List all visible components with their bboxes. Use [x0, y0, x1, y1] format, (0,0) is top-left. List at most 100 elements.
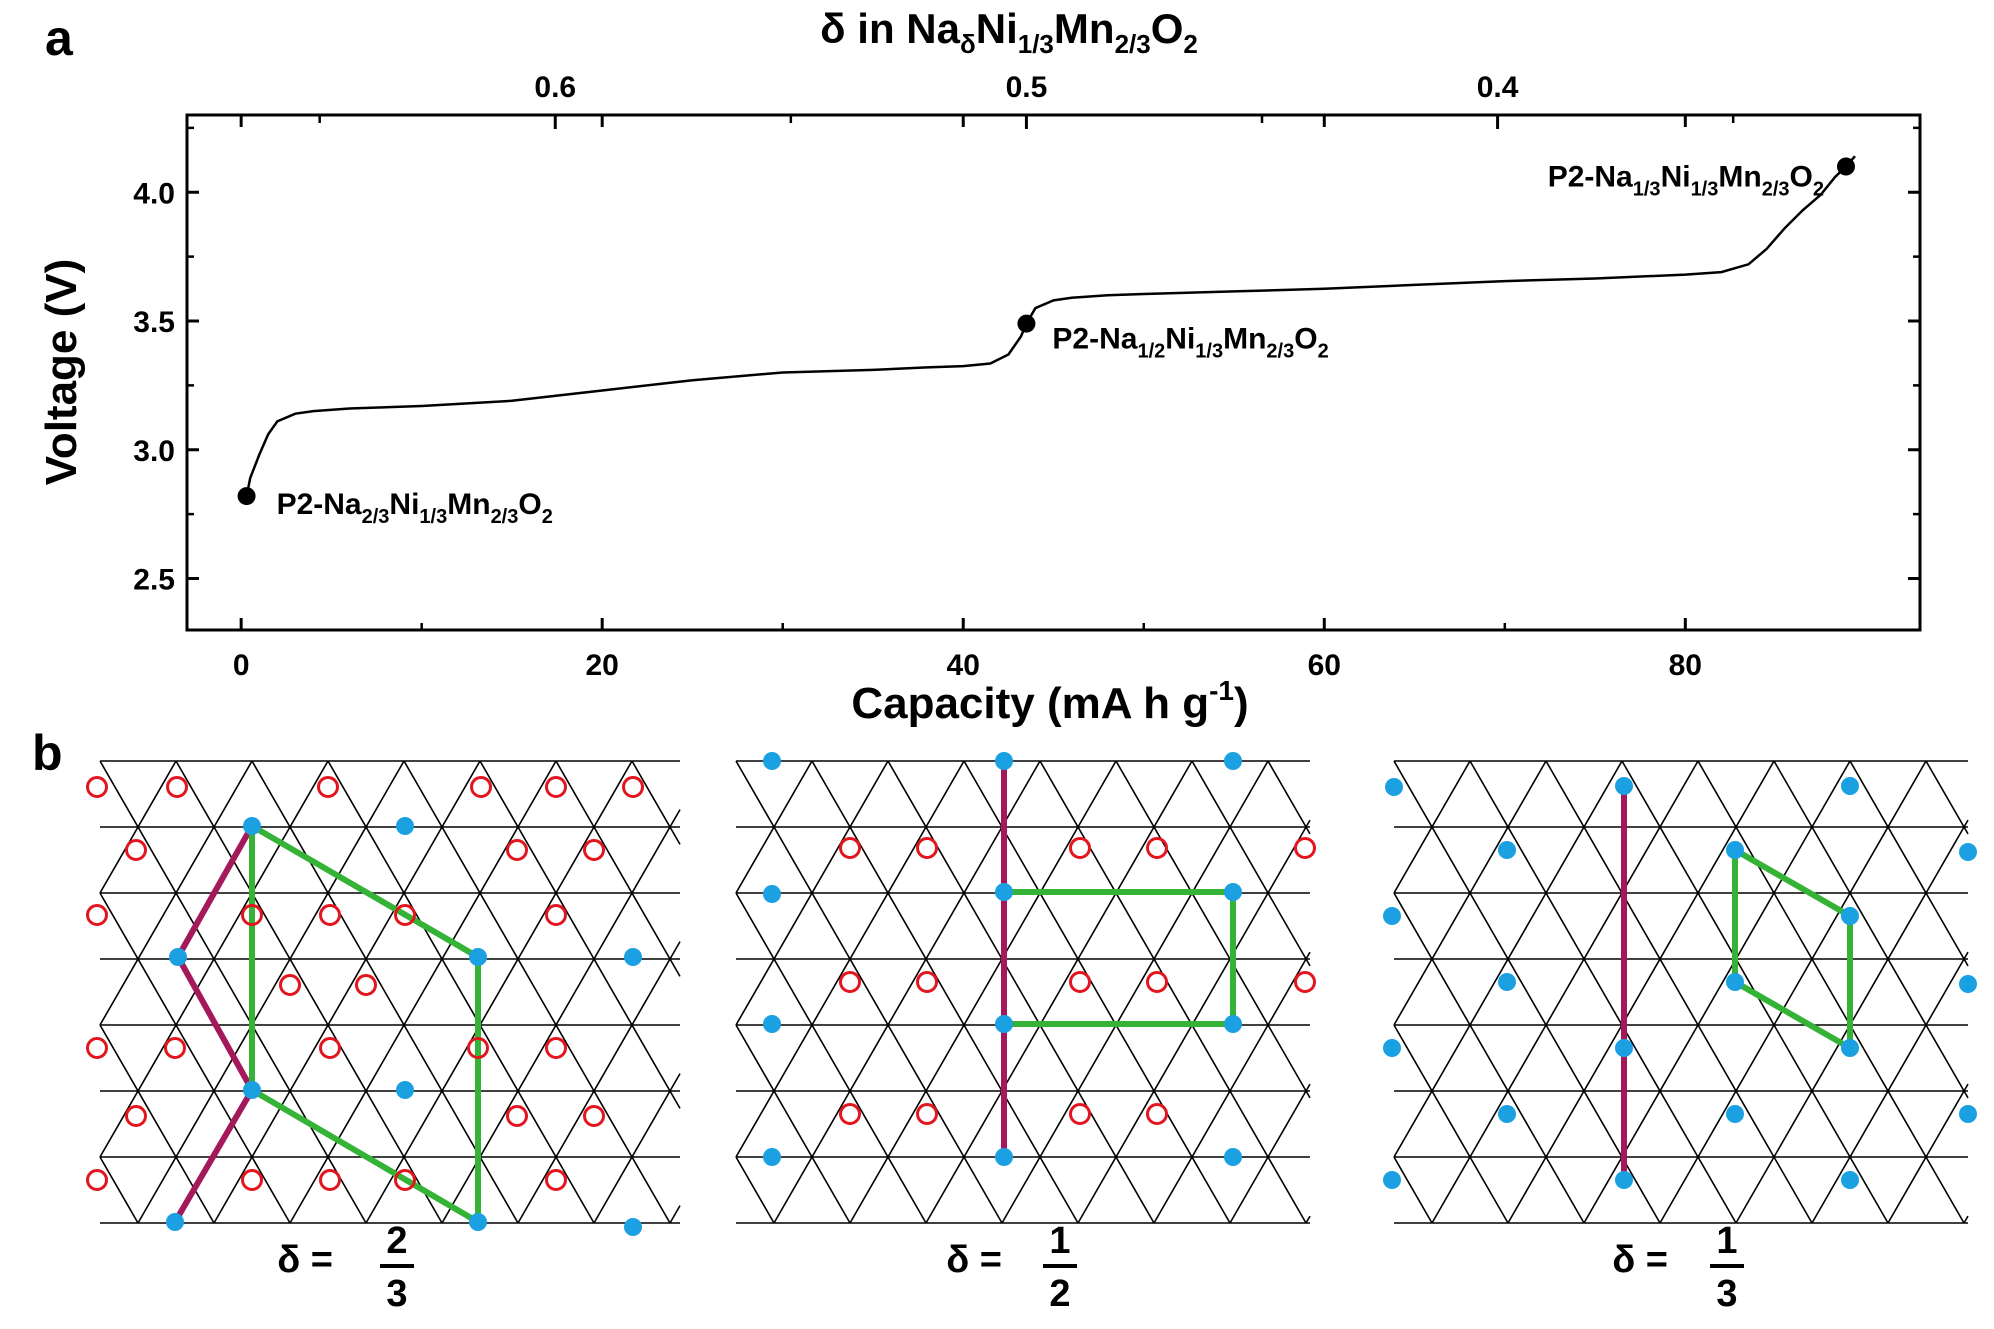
occupied-site	[243, 1081, 261, 1099]
occupied-site	[995, 1015, 1013, 1033]
occupied-site	[1615, 1039, 1633, 1057]
vacant-site	[916, 1103, 938, 1125]
voltage-capacity-chart: 0 20 40 60 80 2.5 3.0 3.5 4.0 0.6 0.5 0.4 P2-Na2/…	[37, 5, 1922, 728]
vacant-site	[1069, 971, 1091, 993]
y-tick-label: 2.5	[133, 564, 175, 597]
occupied-site	[763, 1148, 781, 1166]
caption-delta-one-half: δ = 1 2	[946, 1220, 1077, 1315]
occupied-site	[1841, 907, 1859, 925]
caption-delta-two-thirds: δ = 2 3	[277, 1220, 414, 1315]
caption-denominator: 2	[1049, 1273, 1070, 1315]
occupied-site	[243, 817, 261, 835]
vacant-site	[839, 971, 861, 993]
vacant-site	[166, 776, 188, 798]
occupied-site	[169, 948, 187, 966]
vacant-site	[1146, 837, 1168, 859]
composition-marker	[237, 487, 256, 506]
top-axis-ticks: 0.6 0.5 0.4	[318, 71, 1735, 129]
occupied-site	[1959, 975, 1977, 993]
vacant-site	[583, 1105, 605, 1127]
x-axis-title: Capacity (mA h g-1)	[851, 675, 1248, 728]
composition-marker	[1836, 157, 1855, 176]
occupied-site	[1224, 1015, 1242, 1033]
vacant-site	[839, 837, 861, 859]
vacant-site	[545, 1037, 567, 1059]
plot-frame	[185, 113, 1922, 632]
composition-marker	[1017, 314, 1036, 333]
vacant-site	[1294, 837, 1316, 859]
lattice-delta-one-third	[1383, 760, 1977, 1224]
occupied-site	[995, 752, 1013, 770]
top-tick-label: 0.5	[1006, 71, 1048, 104]
vacant-site	[1146, 1103, 1168, 1125]
caption-numerator: 2	[386, 1220, 407, 1262]
vacant-site	[545, 776, 567, 798]
occupied-site	[763, 1015, 781, 1033]
composition-points: P2-Na2/3Ni1/3Mn2/3O2 P2-Na1/2Ni1/3Mn2/3O2…	[237, 157, 1855, 528]
vacant-site	[839, 1103, 861, 1125]
occupied-site	[995, 1148, 1013, 1166]
vacant-site	[545, 904, 567, 926]
lattice-diagonal-lines	[735, 760, 1311, 1224]
vacant-site	[467, 1037, 489, 1059]
x-tick-label: 40	[947, 649, 980, 682]
vacant-site	[319, 1169, 341, 1191]
vacant-site	[545, 1169, 567, 1191]
vacant-site	[279, 974, 301, 996]
x-tick-label: 20	[586, 649, 619, 682]
x-axis-ticks: 0 20 40 60 80	[233, 115, 1702, 682]
caption-prefix: δ =	[277, 1239, 333, 1281]
panel-a-label: a	[45, 10, 74, 66]
vacant-site	[241, 1169, 263, 1191]
occupied-site	[1383, 1039, 1401, 1057]
vacant-site	[1069, 1103, 1091, 1125]
occupied-site	[1841, 1039, 1859, 1057]
caption-numerator: 1	[1049, 1220, 1070, 1262]
occupied-site	[396, 817, 414, 835]
lattice-diagonal-lines	[99, 760, 681, 1224]
panel-b-label: b	[32, 725, 63, 781]
vacant-site	[125, 839, 147, 861]
purple-chain	[172, 824, 255, 1224]
caption-delta-one-third: δ = 1 3	[1612, 1220, 1744, 1315]
y-axis-title: Voltage (V)	[37, 259, 86, 486]
caption-prefix: δ =	[946, 1239, 1002, 1281]
vacant-site	[319, 904, 341, 926]
vacant-site	[86, 776, 108, 798]
green-bond	[250, 823, 481, 1225]
occupied-site	[1726, 973, 1744, 991]
y-tick-label: 4.0	[133, 177, 175, 210]
lattice-diagonal-lines	[1393, 760, 1969, 1224]
occupied-site	[469, 948, 487, 966]
y-tick-label: 3.5	[133, 306, 175, 339]
lattice-delta-two-thirds	[86, 760, 681, 1236]
occupied-site	[396, 1081, 414, 1099]
composition-label: P2-Na2/3Ni1/3Mn2/3O2	[277, 488, 553, 528]
vacant-site	[164, 1037, 186, 1059]
occupied-site	[1224, 752, 1242, 770]
occupied-site	[1615, 1171, 1633, 1189]
vacant-site	[1069, 837, 1091, 859]
lattice-delta-one-half	[735, 752, 1316, 1224]
vacant-site	[583, 839, 605, 861]
vacant-site	[125, 1105, 147, 1127]
occupied-site	[1959, 843, 1977, 861]
occupied-site	[1726, 1105, 1744, 1123]
vacant-site	[1294, 971, 1316, 993]
top-tick-label: 0.4	[1477, 71, 1519, 104]
occupied-site	[1615, 777, 1633, 795]
vacant-site	[916, 837, 938, 859]
caption-denominator: 3	[1716, 1273, 1737, 1315]
occupied-site	[1224, 1148, 1242, 1166]
caption-prefix: δ =	[1612, 1239, 1668, 1281]
green-bond	[1004, 889, 1236, 1027]
vacant-site	[916, 971, 938, 993]
occupied-site	[995, 883, 1013, 901]
caption-denominator: 3	[386, 1273, 407, 1315]
x-tick-label: 0	[233, 649, 250, 682]
vacant-site	[622, 776, 644, 798]
occupied-site	[763, 885, 781, 903]
green-bond	[1733, 847, 1853, 1051]
vacant-site	[317, 776, 339, 798]
